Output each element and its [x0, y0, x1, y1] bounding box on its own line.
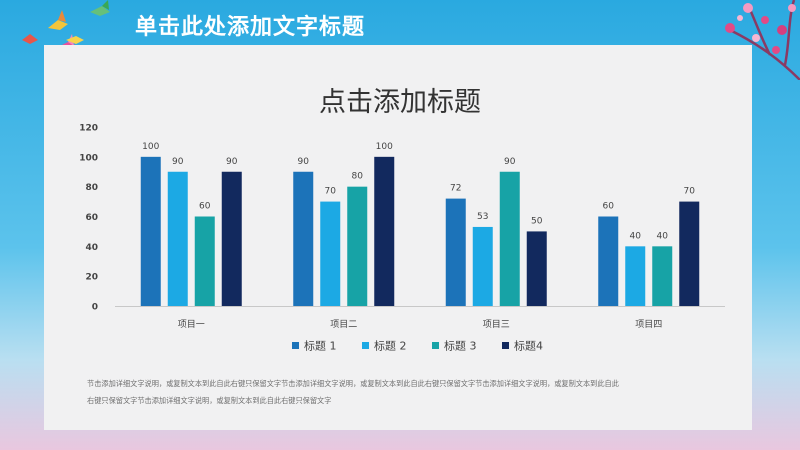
- legend-label: 标题 3: [444, 339, 477, 353]
- bar: [472, 226, 493, 306]
- data-label: 53: [477, 212, 488, 222]
- data-label: 90: [504, 157, 516, 167]
- data-label: 40: [630, 231, 642, 241]
- legend-swatch: [362, 342, 369, 349]
- legend-swatch: [432, 342, 439, 349]
- data-label: 90: [298, 157, 310, 167]
- data-label: 100: [142, 142, 159, 152]
- bar: [221, 171, 242, 306]
- legend-label: 标题 1: [304, 339, 337, 353]
- legend-label: 标题 2: [374, 339, 407, 353]
- bar: [598, 216, 619, 306]
- y-tick-label: 40: [85, 243, 98, 253]
- data-label: 40: [657, 231, 669, 241]
- description-line-2: 右键只保留文字节击添加详细文字说明，或复制文本到此自此右键只保留文字: [87, 396, 332, 405]
- data-label: 70: [325, 187, 337, 197]
- bar: [320, 201, 341, 306]
- data-label: 90: [226, 157, 238, 167]
- y-tick-label: 0: [92, 303, 98, 313]
- data-label: 70: [684, 187, 696, 197]
- bar: [140, 156, 161, 306]
- page-title: 单击此处添加文字标题: [135, 15, 366, 40]
- legend-swatch: [292, 342, 299, 349]
- x-tick-label: 项目三: [483, 319, 510, 330]
- bar: [194, 216, 215, 306]
- x-tick-label: 项目一: [178, 319, 205, 330]
- y-tick-label: 20: [85, 273, 98, 283]
- bar: [652, 246, 673, 306]
- bar: [445, 198, 466, 306]
- data-label: 90: [172, 157, 184, 167]
- data-label: 80: [352, 172, 364, 182]
- bar: [374, 156, 395, 306]
- legend-swatch: [502, 342, 509, 349]
- description-text: 节击添加详细文字说明，或复制文本到此自此右键只保留文字节击添加详细文字说明，或复…: [87, 375, 727, 409]
- tree-decoration-icon: [725, 0, 800, 80]
- legend-label: 标题4: [514, 339, 543, 353]
- bar: [625, 246, 646, 306]
- x-tick-label: 项目四: [635, 319, 662, 330]
- data-label: 72: [450, 184, 461, 194]
- data-label: 60: [603, 202, 615, 212]
- y-tick-label: 80: [85, 183, 98, 193]
- bar: [347, 186, 368, 306]
- content-panel: [44, 45, 752, 430]
- x-tick-label: 项目二: [330, 319, 357, 330]
- description-line-1: 节击添加详细文字说明，或复制文本到此自此右键只保留文字节击添加详细文字说明，或复…: [87, 379, 619, 388]
- data-label: 50: [531, 216, 543, 226]
- bar: [499, 171, 520, 306]
- bar: [526, 231, 547, 306]
- data-label: 100: [376, 142, 393, 152]
- data-label: 60: [199, 202, 211, 212]
- y-tick-label: 120: [79, 124, 98, 134]
- bar: [167, 171, 188, 306]
- chart-title: 点击添加标题: [319, 87, 481, 118]
- bar: [293, 171, 314, 306]
- y-tick-label: 60: [85, 213, 98, 223]
- y-tick-label: 100: [79, 153, 98, 163]
- bar: [679, 201, 700, 306]
